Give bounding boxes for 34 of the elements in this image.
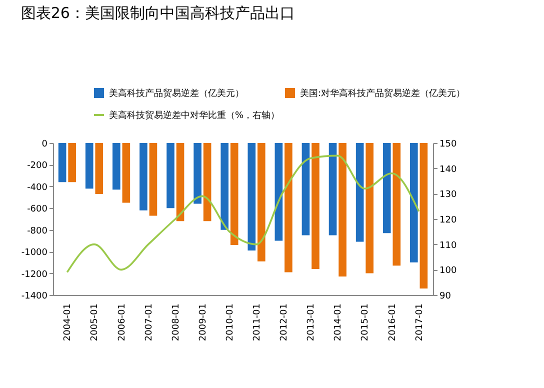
x-tick-label: 2012-01 bbox=[280, 304, 290, 342]
legend-label: 美高科技贸易逆差中对华比重（%，右轴） bbox=[109, 110, 280, 121]
chart-title: 图表26：美国限制向中国高科技产品出口 bbox=[20, 4, 295, 22]
y2-tick-label: 110 bbox=[440, 240, 457, 251]
x-tick-label: 2009-01 bbox=[198, 304, 208, 342]
y-tick-label: -1000 bbox=[21, 248, 48, 258]
y-tick-label: -200 bbox=[27, 161, 48, 172]
x-tick-label: 2008-01 bbox=[171, 304, 182, 342]
y2-tick-label: 100 bbox=[440, 266, 457, 276]
x-tick-label: 2007-01 bbox=[144, 304, 154, 342]
y-tick-label: -1200 bbox=[21, 270, 48, 280]
x-tick-label: 2014-01 bbox=[334, 304, 344, 342]
x-tick-label: 2006-01 bbox=[117, 304, 128, 342]
line-series bbox=[66, 154, 420, 274]
x-tick-label: 2015-01 bbox=[360, 304, 371, 342]
x-tick-label: 2005-01 bbox=[90, 304, 100, 342]
legend-label: 美高科技产品贸易逆差（亿美元） bbox=[109, 88, 244, 99]
y2-tick-label: 120 bbox=[440, 216, 457, 226]
x-tick-label: 2004-01 bbox=[63, 304, 74, 342]
y2-tick-label: 90 bbox=[440, 292, 452, 302]
x-tick-label: 2017-01 bbox=[414, 304, 425, 342]
y-tick-label: 0 bbox=[42, 140, 48, 150]
y-tick-label: -400 bbox=[27, 182, 48, 193]
y-tick-label: -1400 bbox=[21, 292, 48, 302]
y-tick-label: -600 bbox=[27, 204, 48, 215]
x-tick-label: 2013-01 bbox=[306, 304, 317, 342]
legend-label: 美国:对华高科技产品贸易逆差（亿美元） bbox=[300, 88, 466, 99]
x-tick-label: 2011-01 bbox=[252, 304, 263, 342]
y-tick-label: -800 bbox=[27, 226, 48, 236]
y2-tick-label: 130 bbox=[440, 190, 457, 200]
y2-tick-label: 150 bbox=[440, 140, 457, 150]
x-tick-label: 2010-01 bbox=[225, 304, 236, 342]
y2-tick-label: 140 bbox=[440, 164, 457, 175]
x-tick-label: 2016-01 bbox=[388, 304, 398, 342]
